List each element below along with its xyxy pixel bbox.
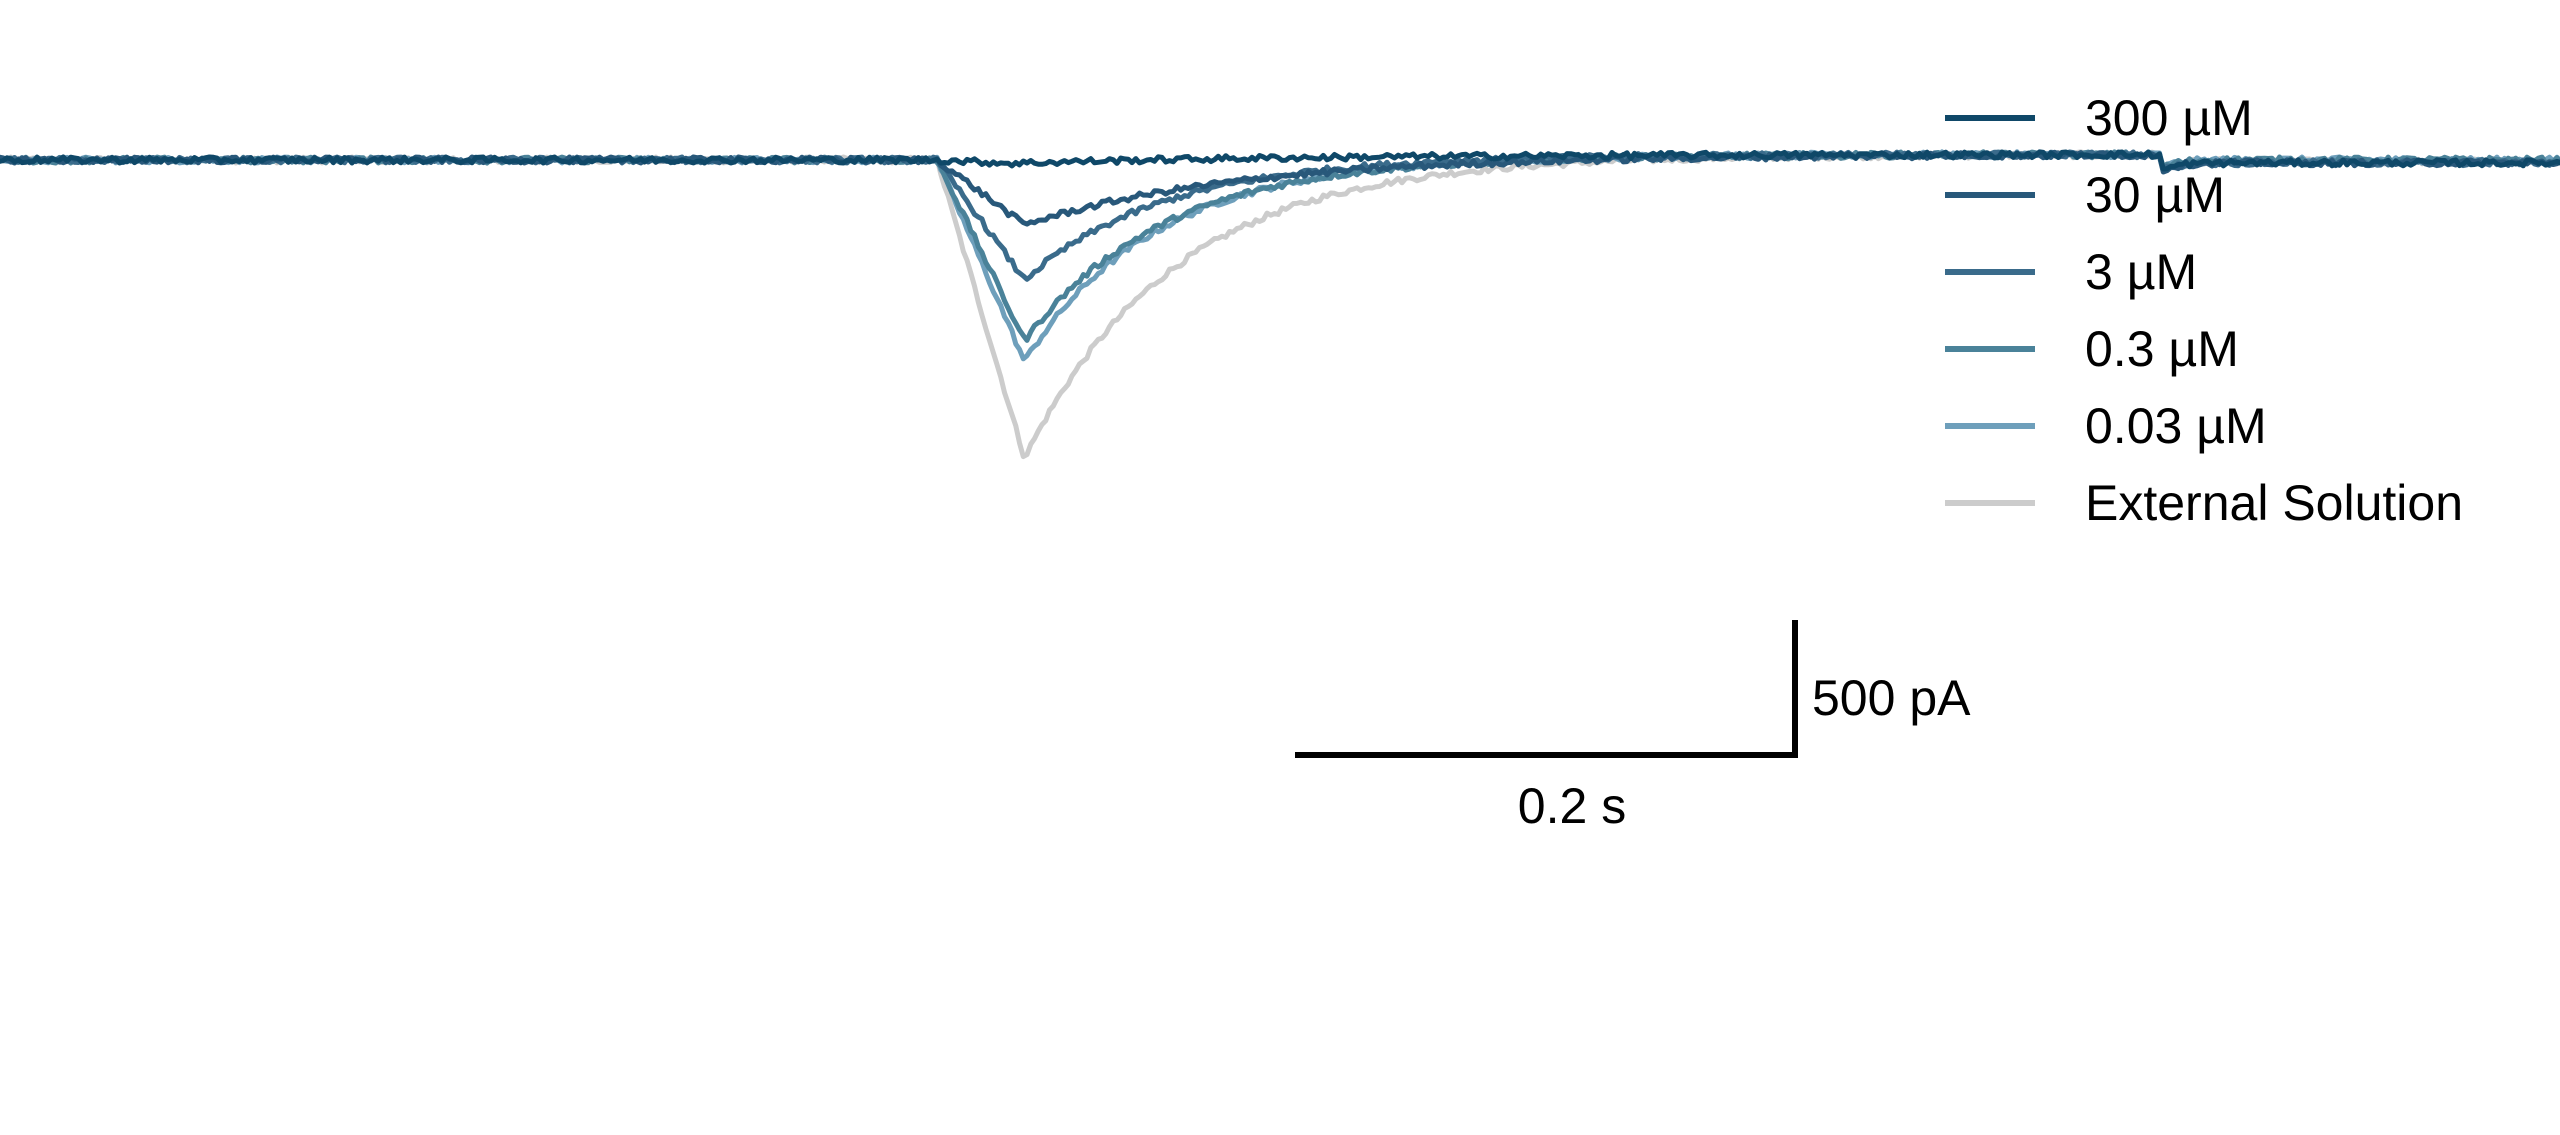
legend: 300 µM 30 µM 3 µM 0.3 µM 0.03 µM External Sol… [1945,90,2463,531]
legend-label-3-m: 3 µM [2085,244,2197,300]
legend-label-30-m: 30 µM [2085,167,2225,223]
time-scale-label: 0.2 s [1518,778,1626,834]
scale-bars: 0.2 s 500 pA [1295,620,1971,834]
trace-layer [0,149,2560,460]
legend-label-0-3-m: 0.3 µM [2085,321,2239,377]
legend-label-0-03-m: 0.03 µM [2085,398,2267,454]
legend-label-external-solution: External Solution [2085,475,2463,531]
trace-300-m [0,149,2560,172]
legend-label-300-m: 300 µM [2085,90,2253,146]
current-scale-label: 500 pA [1812,670,1971,726]
